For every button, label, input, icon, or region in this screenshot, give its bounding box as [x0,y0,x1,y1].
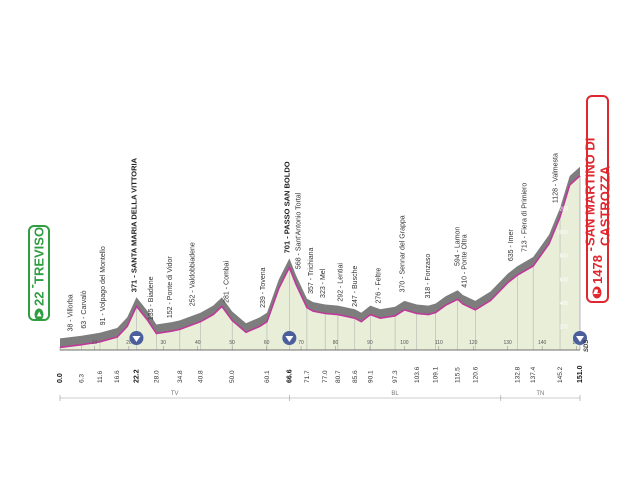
start-altitude: 22 [31,291,47,307]
km-label: 145.2 [557,366,564,383]
distance-tick-label: 120 [469,340,478,346]
distance-tick-label: 10 [92,340,98,346]
altitude-tick-label: 400 [560,301,569,307]
place-label: 135 - Biadene [148,276,155,320]
km-label: 66.6 [286,369,293,383]
km-label: 6.3 [79,374,86,383]
gpm-triangle [285,336,294,342]
start-separator: - [24,283,54,292]
km-label: 11.6 [97,370,104,383]
distance-tick-label: 40 [195,340,201,346]
place-label: 594 - Lamon [454,227,461,266]
sprint-code-label: SDS [584,340,590,352]
distance-tick-label: 100 [400,340,409,346]
altitude-tick-label: 200 [560,324,569,330]
route-polyline [59,175,581,349]
gpm-climb-icon [573,331,587,345]
place-labels: 38 - Villorba 63 - Carvalò 91 - Volpago de… [67,153,559,332]
place-label: 63 - Carvalò [81,290,88,328]
km-labels: 0.0 6.3 11.6 16.6 22.2 28.0 34.8 40.8 50.0 60.1 66… [57,365,584,383]
place-label: 292 - Lentiai [337,263,344,302]
place-label: 323 - Mel [320,268,327,298]
distance-tick-label: 50 [229,340,235,346]
climb-label: 701 - PASSO SAN BOLDO [282,161,291,253]
km-label: 151.0 [577,365,584,383]
place-label: 152 - Ponte di Vidor [167,256,174,318]
finish-icon: ⚑ [592,286,603,299]
km-label: 132.8 [514,366,521,383]
gpm-markers [129,331,587,345]
climb-label: 371 - SANTA MARIA DELLA VITTORIA [129,157,138,292]
place-label: 38 - Villorba [67,294,74,331]
finish-label-box: ⚑ 1478 - SAN MARTINO DI CASTROZZA [583,95,613,303]
km-label: 77.0 [322,370,329,383]
gpm-triangle [576,336,584,342]
place-label: 1128 - Valmesta [553,153,560,203]
gpm-triangle [132,336,141,342]
km-label: 60.1 [264,370,271,383]
km-label: 0.0 [57,373,64,383]
place-label: 568 - Sant'Antonio Tortal [295,192,302,269]
start-icon: ► [34,308,44,321]
gpm-climb-icon [129,331,144,345]
place-label: 318 - Fonzaso [425,254,432,299]
km-label: 103.6 [414,366,421,383]
start-label-box: ► 22 - TREVISO [24,225,50,321]
place-label: 252 - Valdobbiadene [189,242,196,306]
altitude-tick-label: 1000 [557,230,568,236]
km-label: 109.1 [433,366,440,383]
vertical-gridlines [59,175,581,350]
altitude-tick-label: 1200 [557,207,568,213]
finish-altitude: 1478 [590,255,605,284]
altitude-scale: 200 400 600 800 1000 1200 [557,207,568,331]
altitude-tick-label: 800 [560,254,569,260]
km-label: 97.3 [392,370,399,383]
km-label: 16.6 [114,370,121,383]
distance-tick-label: 110 [435,340,443,346]
region-label: BL [391,391,399,397]
sprint-marker: SDS [584,340,590,352]
distance-tick-label: 30 [161,340,167,346]
finish-separator: - [582,247,613,255]
finish-city-name: SAN MARTINO DI CASTROZZA [582,137,613,247]
km-label: 90.1 [367,370,374,383]
place-label: 357 - Trichiana [308,248,315,294]
km-label: 40.8 [198,370,205,383]
place-label: 91 - Volpago del Montello [100,246,107,325]
km-label: 22.2 [133,369,140,383]
place-label: 281 - Combai [224,260,231,302]
place-label: 239 - Tovena [260,267,267,307]
distance-tick-label: 80 [333,340,339,346]
km-label: 120.6 [472,366,479,383]
distance-tick-label: 90 [367,340,373,346]
place-label: 370 - Sennar del Grappa [399,215,406,292]
distance-tick-label: 20 [126,340,132,346]
km-label: 50.0 [229,370,236,383]
start-city-name: TREVISO [31,226,47,284]
distance-tick-label: 60 [264,340,270,346]
region-label: TN [536,391,544,397]
gpm-climb-icon [282,331,297,345]
route-line [59,175,581,349]
altitude-tick-label: 600 [560,277,569,283]
km-label: 115.5 [455,367,462,383]
place-label: 276 - Feltre [375,268,382,304]
distance-tick-label: 140 [538,340,547,346]
km-label: 80.7 [335,370,342,383]
km-label: 28.0 [153,370,160,383]
km-label: 34.8 [177,370,184,383]
place-label: 410 - Ponte Oltra [461,234,468,287]
region-bar: TV BL TN [59,391,581,401]
place-label: 713 - Fiera di Primiero [522,183,529,252]
km-label: 137.4 [530,366,537,383]
km-label: 71.7 [304,370,311,383]
place-label: 635 - Imer [508,229,515,262]
region-label: TV [171,391,179,397]
place-label: 247 - Busche [352,266,359,307]
km-label: 85.6 [352,370,359,383]
distance-tick-label: 130 [504,340,513,346]
distance-tick-label: 70 [298,340,304,346]
